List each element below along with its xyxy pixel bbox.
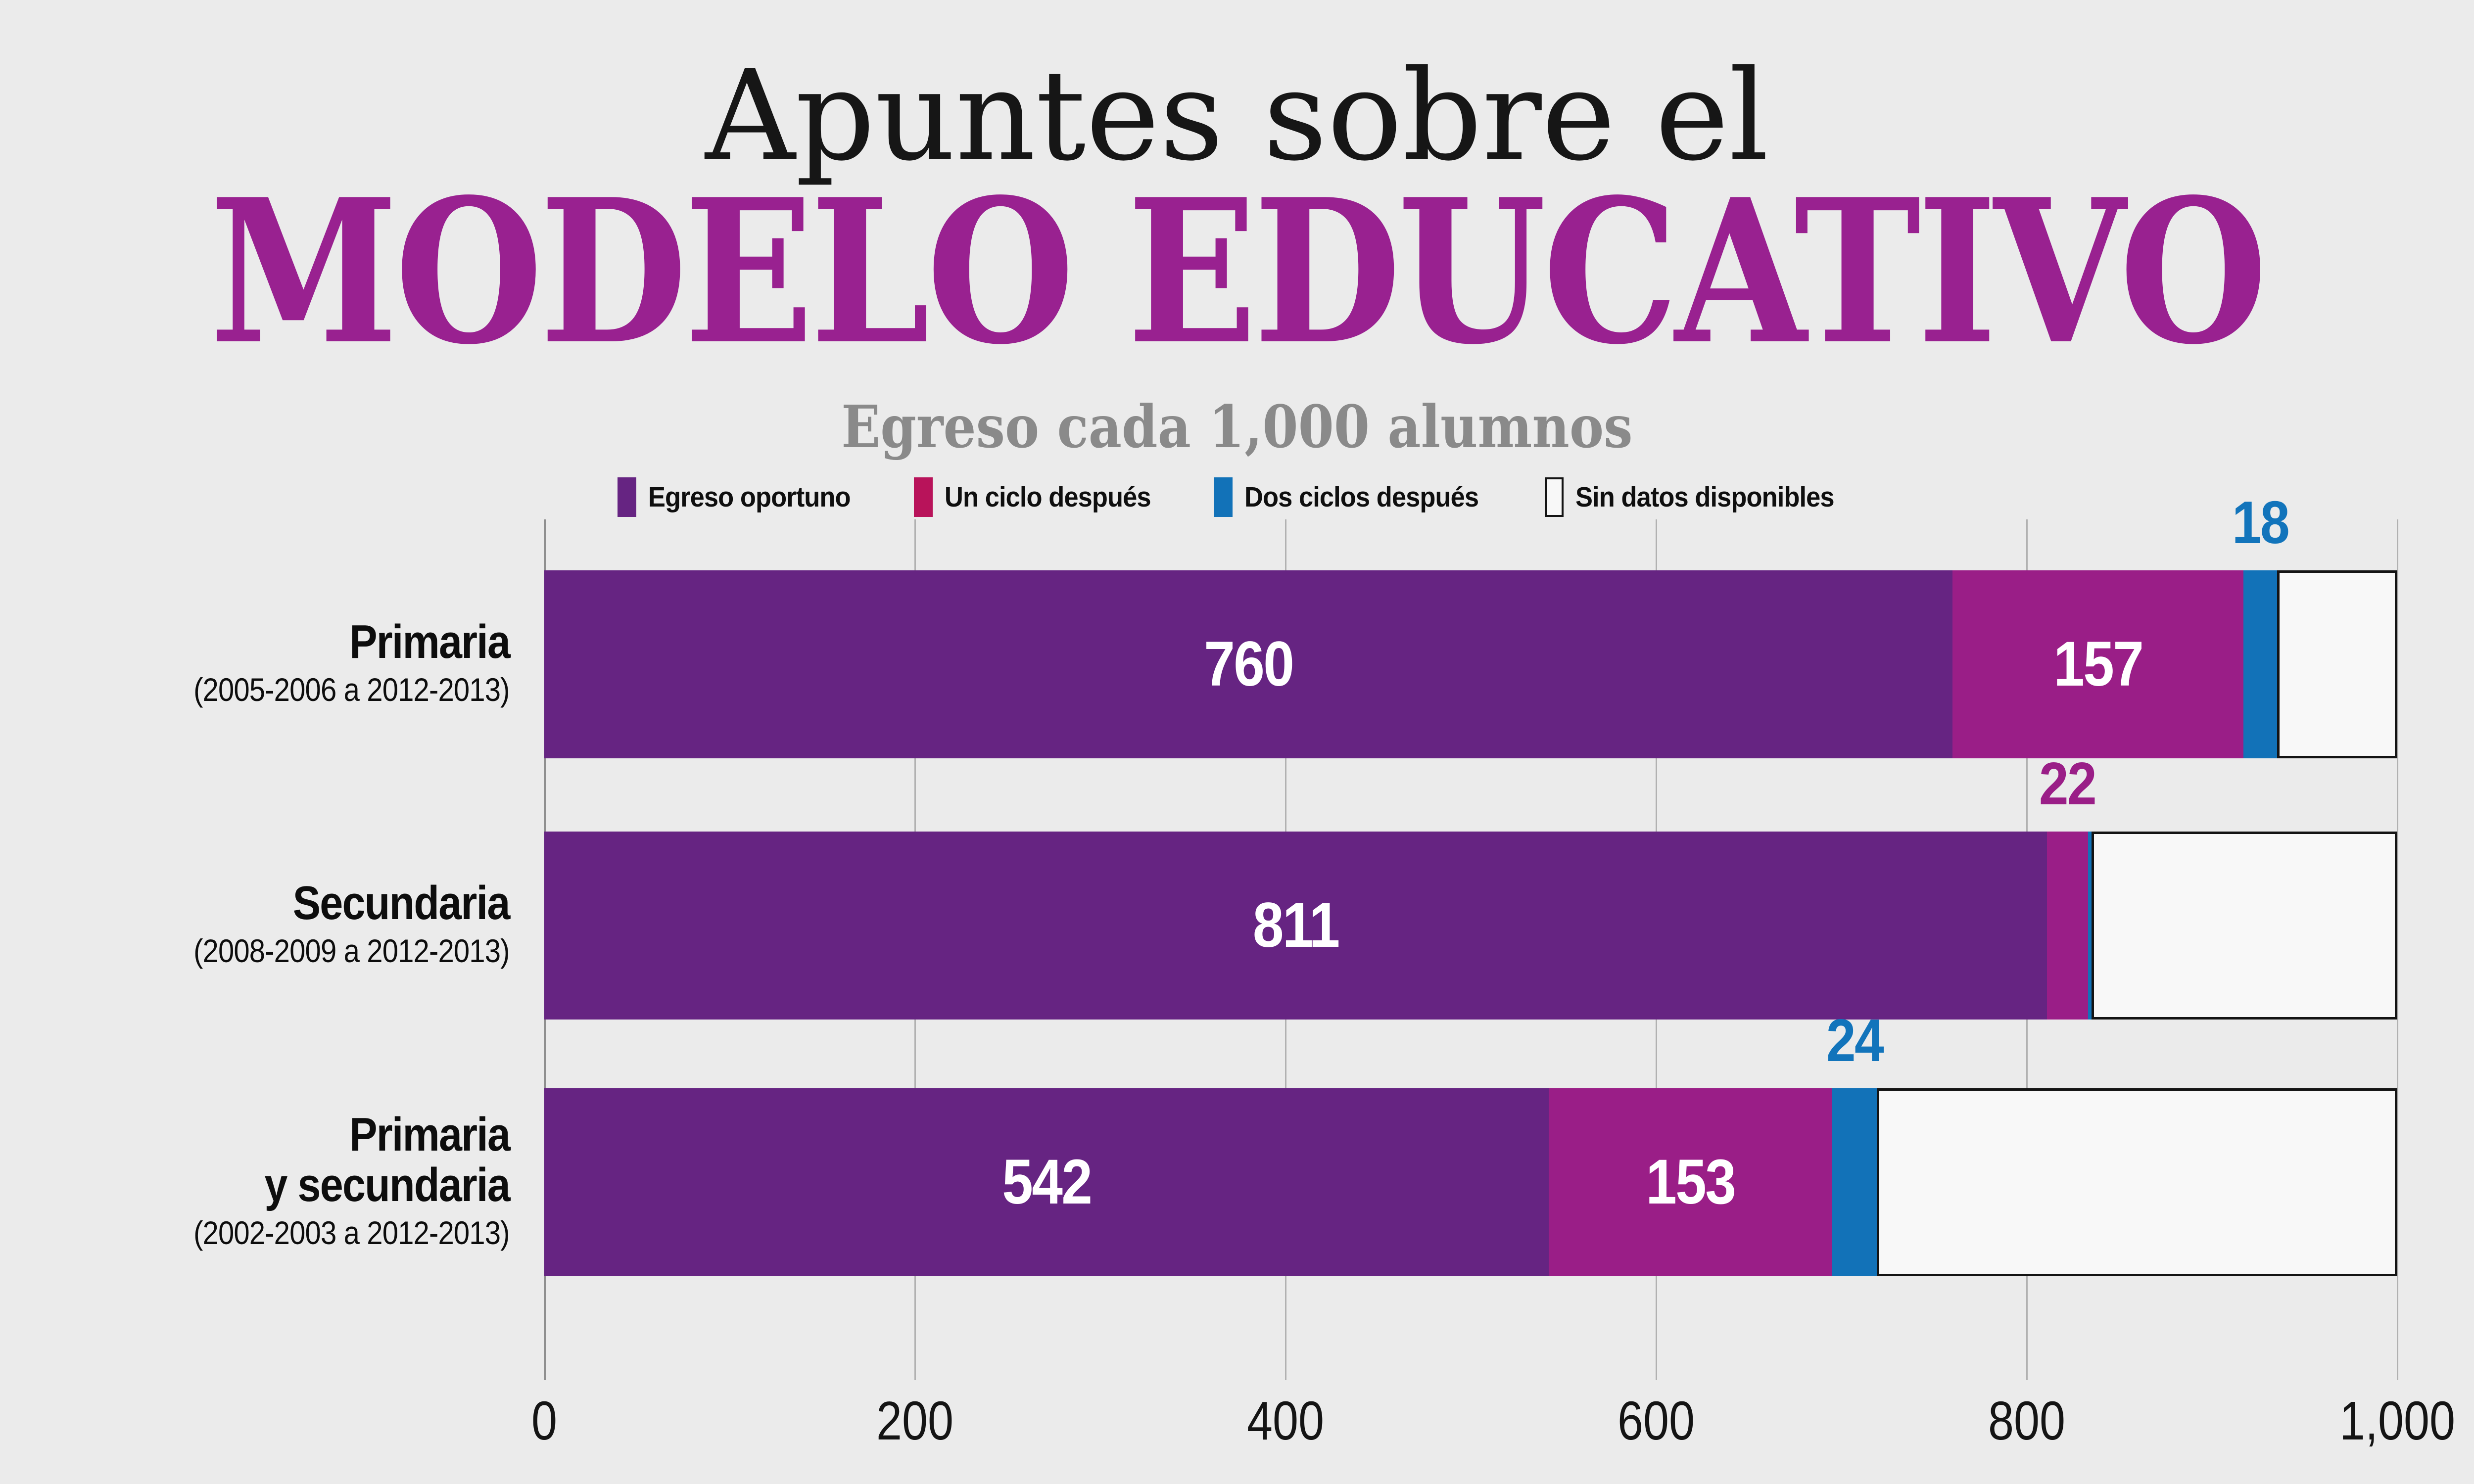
x-tick-800: 800 [1988,1391,2066,1451]
title-line2-text: MODELO EDUCATIVO [210,156,2268,388]
title-line1-text: Apuntes sobre el [705,44,1769,188]
category-line-primaria-0: Primaria [349,615,511,669]
bar-value-primaria-un_ciclo: 157 [2053,629,2144,699]
chart-subtitle: Egreso cada 1,000 alumnos [0,395,2474,459]
page-title-line1: Apuntes sobre el [0,47,2474,185]
bar-value-primaria_y_secundaria-un_ciclo: 153 [1646,1147,1736,1217]
legend-swatch-un_ciclo-icon [913,477,933,517]
legend-item-dos_ciclos: Dos ciclos después [1214,477,1499,517]
legend-label-egreso_oportuno: Egreso oportuno [648,481,851,513]
bar-value-primaria-egreso_oportuno: 760 [1204,629,1294,699]
legend-label-un_ciclo: Un ciclo después [944,481,1151,513]
bar-value-primaria-dos_ciclos: 18 [2232,489,2290,556]
bar-segment-secundaria-dos_ciclos [2088,832,2092,1020]
legend-swatch-sin_datos-icon [1544,477,1564,517]
bar-segment-primaria_y_secundaria-dos_ciclos [1832,1088,1877,1276]
gridline-1000 [2396,519,2398,1380]
bar-row-primaria_y_secundaria: 542 153 [544,1088,2397,1276]
legend-item-egreso_oportuno: Egreso oportuno [618,477,868,517]
bar-segment-primaria_y_secundaria-un_ciclo: 153 [1548,1088,1832,1276]
x-tick-1000: 1,000 [2339,1391,2455,1451]
bar-segment-secundaria-sin_datos [2092,832,2397,1020]
bar-value-primaria_y_secundaria-egreso_oportuno: 542 [1001,1147,1093,1217]
bar-segment-primaria_y_secundaria-egreso_oportuno: 542 [544,1088,1549,1276]
bar-segment-primaria-dos_ciclos [2243,570,2277,758]
legend-swatch-dos_ciclos-icon [1214,477,1233,517]
bar-segment-secundaria-egreso_oportuno: 811 [544,832,2047,1020]
bar-segment-primaria-egreso_oportuno: 760 [544,570,1953,758]
bar-value-secundaria-egreso_oportuno: 811 [1252,890,1340,961]
bar-segment-primaria-un_ciclo: 157 [1952,570,2244,758]
category-period-secundaria: (2008-2009 a 2012-2013) [193,932,510,969]
category-line-primaria_y_secundaria-0: Primaria [349,1108,511,1161]
legend-label-dos_ciclos: Dos ciclos después [1244,481,1479,513]
legend-label-sin_datos: Sin datos disponibles [1575,481,1835,513]
bar-segment-secundaria-un_ciclo [2047,832,2088,1020]
x-tick-0: 0 [531,1391,558,1451]
category-label-secundaria: Secundaria (2008-2009 a 2012-2013) [0,832,510,1020]
chart-subtitle-text: Egreso cada 1,000 alumnos [841,392,1633,461]
x-tick-200: 200 [876,1391,954,1451]
category-period-primaria_y_secundaria: (2002-2003 a 2012-2013) [193,1214,510,1252]
bar-value-primaria_y_secundaria-dos_ciclos: 24 [1826,1007,1884,1074]
category-label-primaria_y_secundaria: Primaria y secundaria (2002-2003 a 2012-20… [0,1088,510,1276]
chart-plot-area: 18 760 157 22 811 24 542 153 [543,492,2398,1380]
bar-segment-primaria-sin_datos [2277,570,2397,758]
bar-segment-primaria_y_secundaria-sin_datos [1876,1088,2397,1276]
bar-row-secundaria: 811 [544,832,2397,1020]
category-line-primaria_y_secundaria-1: y secundaria [264,1159,511,1212]
category-line-secundaria-0: Secundaria [293,877,511,930]
x-tick-600: 600 [1617,1391,1695,1451]
category-label-primaria: Primaria (2005-2006 a 2012-2013) [0,570,510,758]
x-tick-400: 400 [1246,1391,1325,1451]
legend-swatch-egreso_oportuno-icon [618,477,637,517]
page-title-line2: MODELO EDUCATIVO [0,156,2474,388]
legend-item-sin_datos: Sin datos disponibles [1544,477,1856,517]
bar-value-secundaria-un_ciclo: 22 [2039,750,2097,817]
legend: Egreso oportuno Un ciclo después Dos ciclo… [0,475,2474,519]
legend-item-un_ciclo: Un ciclo después [913,477,1169,517]
category-period-primaria: (2005-2006 a 2012-2013) [193,671,510,708]
bar-row-primaria: 760 157 [544,570,2397,758]
